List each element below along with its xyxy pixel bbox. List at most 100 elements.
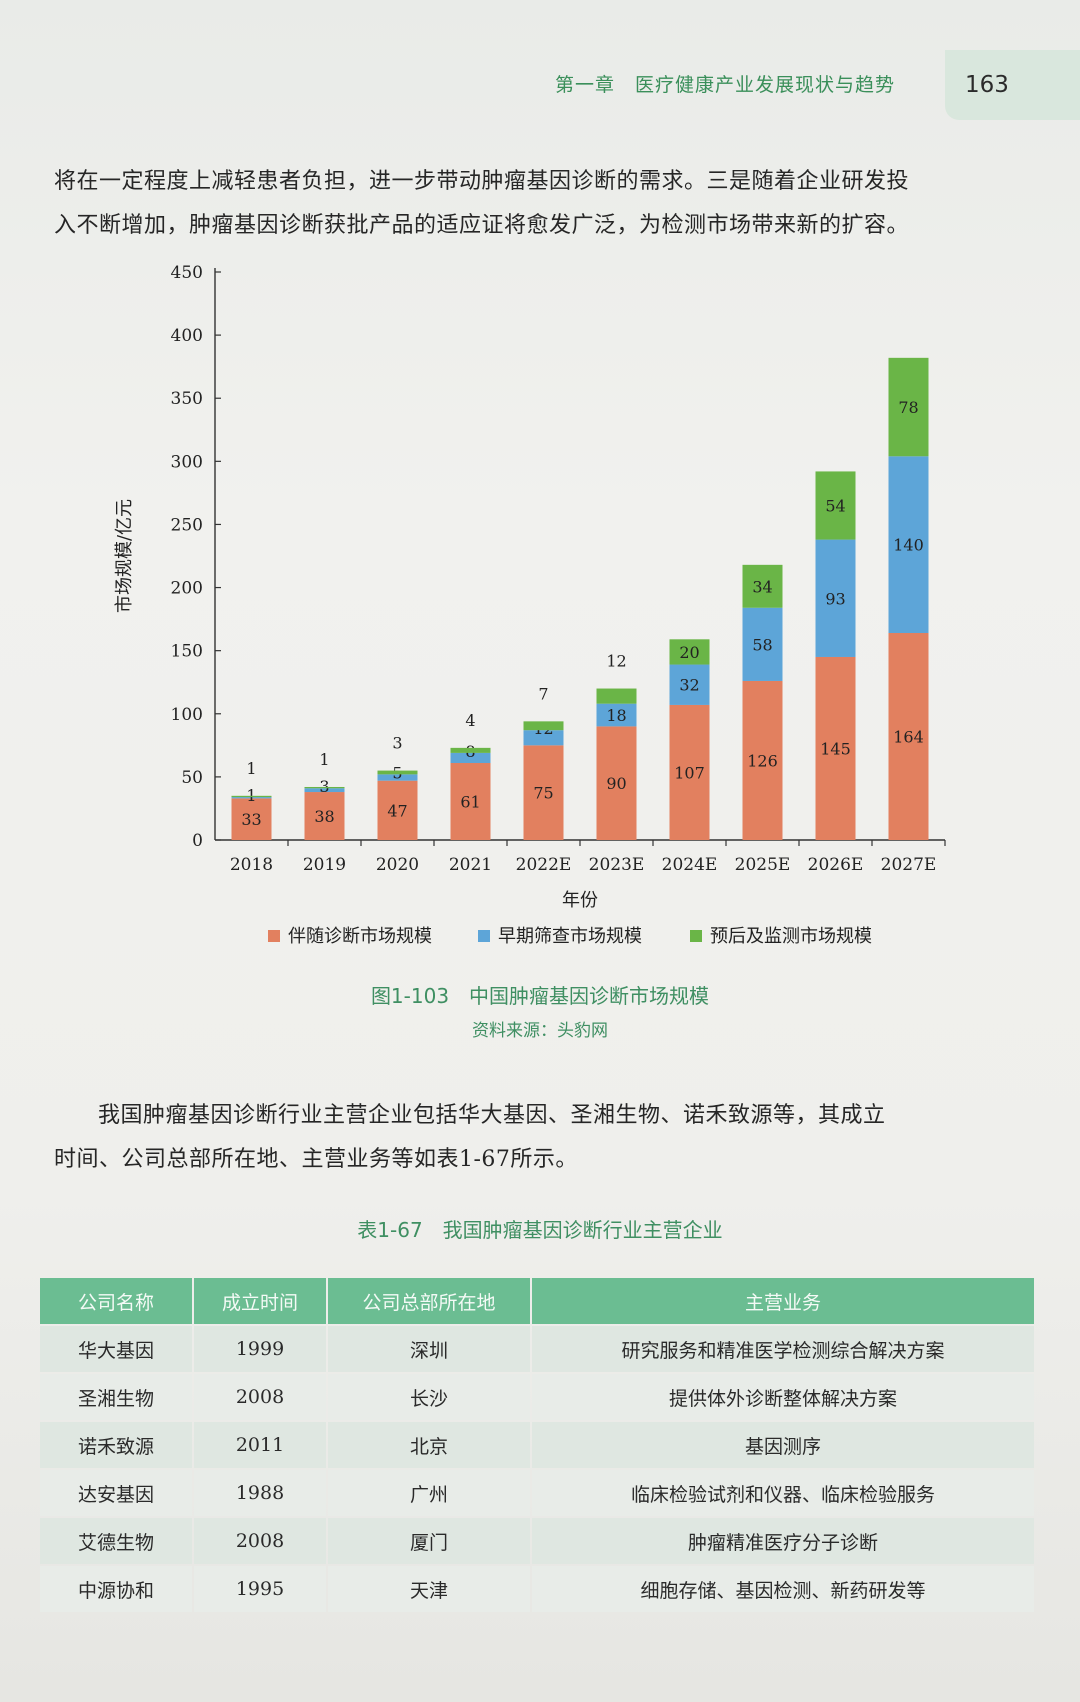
table-row: 华大基因 1999 深圳 研究服务和精准医学检测综合解决方案 — [40, 1326, 1034, 1372]
cell-hq: 厦门 — [328, 1518, 530, 1564]
companies-table: 公司名称 成立时间 公司总部所在地 主营业务 华大基因 1999 深圳 研究服务… — [38, 1276, 1036, 1614]
market-size-chart: 050100150200250300350400450市场规模/亿元201833… — [114, 263, 946, 947]
paragraph-line: 我国肿瘤基因诊断行业主营企业包括华大基因、圣湘生物、诺禾致源等，其成立 — [98, 1103, 886, 1128]
y-tick-label: 450 — [171, 263, 203, 283]
col-header-hq: 公司总部所在地 — [328, 1278, 530, 1324]
bar-data-label: 78 — [898, 398, 918, 417]
cell-founded: 1999 — [194, 1326, 326, 1372]
paragraph-line: 将在一定程度上减轻患者负担，进一步带动肿瘤基因诊断的需求。三是随着企业研发投 — [54, 169, 910, 194]
bar-segment — [231, 798, 272, 840]
x-tick-label: 2019 — [303, 855, 346, 875]
x-tick-label: 2026E — [808, 855, 864, 875]
bar-data-label: 18 — [606, 706, 626, 725]
page-number-tab — [945, 50, 1080, 120]
cell-founded: 2008 — [194, 1518, 326, 1564]
bar-segment — [815, 539, 856, 657]
paragraph-line: 入不断增加，肿瘤基因诊断获批产品的适应证将愈发广泛，为检测市场带来新的扩容。 — [54, 213, 910, 238]
legend-label: 预后及监测市场规模 — [710, 926, 872, 947]
cell-company: 诺禾致源 — [40, 1422, 192, 1468]
legend-label: 伴随诊断市场规模 — [288, 926, 432, 947]
cell-company: 华大基因 — [40, 1326, 192, 1372]
chapter-title: 第一章 医疗健康产业发展现状与趋势 — [555, 74, 896, 96]
bar-data-label: 58 — [752, 635, 772, 654]
page-number: 163 — [965, 72, 1009, 98]
intro-paragraph: 将在一定程度上减轻患者负担，进一步带动肿瘤基因诊断的需求。三是随着企业研发投 入… — [54, 160, 1034, 248]
bar-data-label: 1 — [246, 759, 256, 778]
bar-segment — [523, 730, 564, 746]
bar-data-label: 12 — [606, 652, 626, 671]
y-tick-label: 150 — [171, 642, 203, 662]
bar-data-label: 61 — [460, 793, 480, 812]
y-tick-label: 50 — [181, 768, 203, 788]
bar-data-label: 107 — [674, 763, 705, 782]
cell-founded: 1988 — [194, 1470, 326, 1516]
y-tick-label: 250 — [171, 515, 203, 535]
bar-segment — [669, 664, 710, 705]
cell-hq: 广州 — [328, 1470, 530, 1516]
cell-hq: 北京 — [328, 1422, 530, 1468]
bar-data-label: 33 — [241, 810, 261, 829]
bar-segment — [669, 639, 710, 665]
x-tick-label: 2021 — [449, 855, 492, 875]
x-tick-label: 2022E — [516, 855, 572, 875]
bar-data-label: 47 — [387, 801, 407, 820]
bar-data-label: 34 — [752, 577, 772, 596]
cell-business: 研究服务和精准医学检测综合解决方案 — [532, 1326, 1034, 1372]
x-tick-label: 2023E — [589, 855, 645, 875]
cell-business: 提供体外诊断整体解决方案 — [532, 1374, 1034, 1420]
bar-segment — [304, 786, 345, 789]
bar-data-label: 93 — [825, 589, 845, 608]
bar-segment — [377, 780, 418, 840]
bar-segment — [450, 752, 491, 764]
bar-segment — [888, 357, 929, 457]
y-tick-label: 100 — [171, 705, 203, 725]
bar-data-label: 3 — [392, 734, 402, 753]
y-tick-label: 200 — [171, 579, 203, 599]
legend-label: 早期筛查市场规模 — [498, 926, 642, 947]
col-header-business: 主营业务 — [532, 1278, 1034, 1324]
x-tick-label: 2025E — [735, 855, 791, 875]
bar-segment — [304, 792, 345, 840]
bar-data-label: 7 — [538, 684, 548, 703]
bar-segment — [596, 726, 637, 840]
y-tick-label: 0 — [192, 831, 203, 851]
cell-business: 细胞存储、基因检测、新药研发等 — [532, 1566, 1034, 1612]
col-header-company: 公司名称 — [40, 1278, 192, 1324]
paragraph-line: 时间、公司总部所在地、主营业务等如表1-67所示。 — [54, 1147, 578, 1172]
y-axis-title: 市场规模/亿元 — [114, 499, 135, 613]
x-tick-label: 2024E — [662, 855, 718, 875]
cell-business: 肿瘤精准医疗分子诊断 — [532, 1518, 1034, 1564]
bar-segment — [888, 632, 929, 840]
bar-data-label: 75 — [533, 784, 553, 803]
bar-data-label: 54 — [825, 497, 845, 516]
col-header-founded: 成立时间 — [194, 1278, 326, 1324]
bar-segment — [450, 747, 491, 753]
y-tick-label: 350 — [171, 389, 203, 409]
bar-data-label: 90 — [606, 774, 626, 793]
bar-segment — [742, 680, 783, 840]
bar-data-label: 1 — [319, 750, 329, 769]
cell-business: 基因测序 — [532, 1422, 1034, 1468]
bar-segment — [888, 456, 929, 633]
table-caption: 表1-67 我国肿瘤基因诊断行业主营企业 — [357, 1218, 723, 1242]
cell-founded: 2011 — [194, 1422, 326, 1468]
bar-segment — [377, 770, 418, 775]
legend-swatch — [478, 930, 490, 942]
bar-data-label: 1 — [246, 786, 256, 805]
bar-data-label: 4 — [465, 711, 475, 730]
body-paragraph: 我国肿瘤基因诊断行业主营企业包括华大基因、圣湘生物、诺禾致源等，其成立 时间、公… — [54, 1094, 1044, 1182]
page-header: 第一章 医疗健康产业发展现状与趋势 163 — [0, 0, 1080, 120]
table-row: 中源协和 1995 天津 细胞存储、基因检测、新药研发等 — [40, 1566, 1034, 1612]
cell-company: 圣湘生物 — [40, 1374, 192, 1420]
cell-company: 中源协和 — [40, 1566, 192, 1612]
y-tick-label: 300 — [171, 452, 203, 472]
bar-segment — [450, 763, 491, 840]
table-row: 诺禾致源 2011 北京 基因测序 — [40, 1422, 1034, 1468]
bar-segment — [669, 704, 710, 840]
bar-data-label: 164 — [893, 727, 924, 746]
bar-data-label: 140 — [893, 536, 924, 555]
bar-data-label: 126 — [747, 751, 778, 770]
x-tick-label: 2027E — [881, 855, 937, 875]
cell-hq: 深圳 — [328, 1326, 530, 1372]
